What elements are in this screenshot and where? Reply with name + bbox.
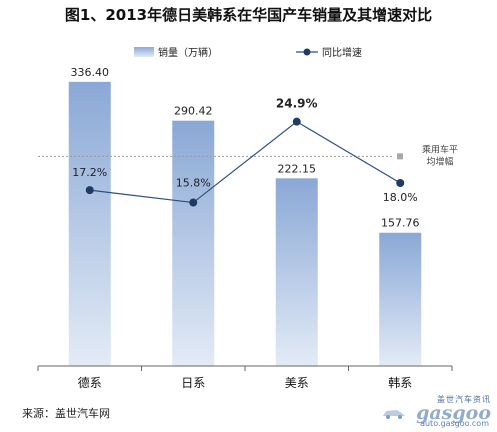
bar-value-label-1: 290.42 [174,105,213,118]
growth-point-3 [396,179,405,187]
growth-point-2 [292,117,301,126]
growth-label-1: 15.8% [176,177,211,190]
watermark: 盖世汽车资讯 gasgoo auto.gasgoo.com [381,394,491,428]
legend-bar-swatch [134,47,154,57]
bar-0 [68,81,111,366]
bar-1 [172,120,215,366]
x-tick-label-1: 日系 [181,376,205,390]
bar-2 [275,178,318,366]
x-ticks-group [37,366,453,371]
bars-group [68,81,422,366]
source-note: 来源：盖世汽车网 [22,407,110,420]
legend-bar-label: 销量（万辆） [158,46,218,59]
watermark-url: auto.gasgoo.com [420,419,489,428]
bar-value-label-3: 157.76 [381,217,420,230]
reference-label-line2: 均增幅 [426,155,453,167]
bar-value-label-2: 222.15 [278,162,317,175]
x-tick-label-0: 德系 [78,375,102,390]
reference-marker [397,153,403,160]
growth-line-group: 17.2% 15.8% 24.9% 18.0% [72,97,418,207]
growth-line [89,120,401,204]
car-logo-icon [383,410,405,419]
bar-value-label-0: 336.40 [71,66,110,79]
x-tick-label-2: 美系 [285,376,309,390]
x-tick-label-3: 韩系 [388,375,412,390]
growth-label-0: 17.2% [72,166,107,179]
chart-title: 图1、2013年德日美韩系在华国产车销量及其增速对比 [64,6,433,24]
growth-point-0 [85,186,94,195]
x-labels-group: 德系 日系 美系 韩系 [78,375,413,390]
legend-line-label: 同比增速 [322,46,362,59]
growth-point-1 [189,198,198,207]
watermark-top-text: 盖世汽车资讯 [437,395,491,404]
bar-3 [379,232,422,366]
growth-label-3: 18.0% [383,191,418,204]
bar-labels-group: 336.40 290.42 222.15 157.76 [71,66,420,230]
watermark-logo: gasgoo [416,402,491,424]
legend: 销量（万辆） 同比增速 [134,46,362,59]
legend-line-marker [303,48,311,56]
reference-label-line1: 乘用车平 [422,143,458,155]
growth-label-2: 24.9% [276,97,318,111]
